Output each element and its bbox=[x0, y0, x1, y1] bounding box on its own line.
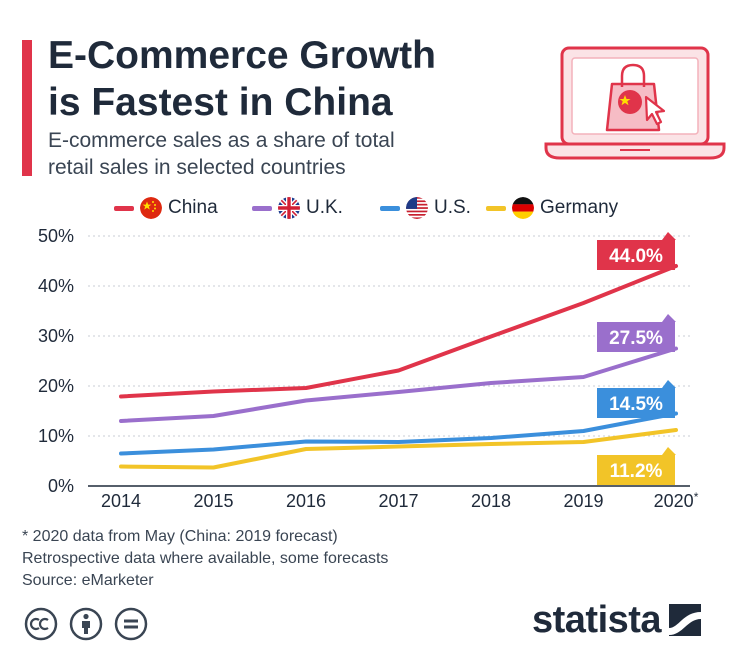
legend-item-uk: U.K. bbox=[252, 193, 343, 223]
laptop-shopping-bag-china-icon bbox=[544, 46, 726, 160]
license-icons bbox=[24, 607, 148, 641]
footnote-2: Retrospective data where available, some… bbox=[22, 550, 389, 567]
brand: statista bbox=[532, 598, 702, 642]
subtitle-line-2: retail sales in selected countries bbox=[48, 156, 346, 179]
title-line-1: E-Commerce Growth bbox=[48, 34, 436, 77]
legend-item-us: U.S. bbox=[380, 193, 471, 223]
end-label-uk: 27.5% bbox=[609, 328, 663, 349]
cc-icon bbox=[24, 607, 58, 641]
legend-swatch-uk bbox=[252, 205, 272, 211]
no-derivatives-icon bbox=[114, 607, 148, 641]
x-tick-label: 2014 bbox=[101, 491, 141, 511]
footnotes: * 2020 data from May (China: 2019 foreca… bbox=[22, 526, 388, 592]
end-label-box-uk bbox=[597, 314, 676, 352]
chart-subtitle: E-commerce sales as a share of total ret… bbox=[48, 127, 508, 181]
series-line-us bbox=[119, 411, 678, 456]
end-label-us: 14.5% bbox=[609, 394, 663, 415]
end-label-china: 44.0% bbox=[609, 246, 663, 267]
germany-flag-icon bbox=[512, 197, 534, 219]
legend-swatch-us bbox=[380, 205, 400, 211]
source-note: Source: eMarketer bbox=[22, 572, 154, 589]
y-tick-label: 40% bbox=[38, 276, 74, 296]
legend-swatch-china bbox=[114, 205, 134, 211]
chart-legend: China U.K. bbox=[114, 193, 674, 223]
series-line-uk bbox=[119, 346, 678, 423]
series-line-china bbox=[119, 264, 678, 399]
title-accent-bar bbox=[22, 40, 32, 176]
legend-label-china: China bbox=[168, 197, 218, 218]
y-tick-label: 0% bbox=[48, 476, 74, 496]
footnote-1: * 2020 data from May (China: 2019 foreca… bbox=[22, 528, 338, 545]
legend-label-uk: U.K. bbox=[306, 197, 343, 218]
legend-item-china: China bbox=[114, 193, 218, 223]
x-tick-label: 2019 bbox=[563, 491, 603, 511]
x-tick-label: 2017 bbox=[378, 491, 418, 511]
legend-label-us: U.S. bbox=[434, 197, 471, 218]
y-tick-label: 10% bbox=[38, 426, 74, 446]
china-flag-icon bbox=[140, 197, 162, 219]
x-tick-label: 2018 bbox=[471, 491, 511, 511]
y-tick-label: 30% bbox=[38, 326, 74, 346]
series-line-germany bbox=[119, 428, 678, 470]
chart-title: E-Commerce Growth is Fastest in China bbox=[48, 32, 528, 126]
x-tick-label: 2016 bbox=[286, 491, 326, 511]
line-chart: 0% 10% 20% 30% 40% 50% 2014 2015 2016 2017 2018 201… bbox=[38, 226, 699, 511]
attribution-icon bbox=[69, 607, 103, 641]
uk-flag-icon bbox=[278, 197, 300, 219]
end-label-box-germany bbox=[597, 447, 676, 485]
brand-name: statista bbox=[532, 598, 662, 641]
y-tick-label: 20% bbox=[38, 376, 74, 396]
end-label-box-china bbox=[597, 232, 676, 270]
title-line-2: is Fastest in China bbox=[48, 81, 393, 124]
legend-item-germany: Germany bbox=[486, 193, 618, 223]
end-label-box-us bbox=[597, 380, 676, 418]
end-label-germany: 11.2% bbox=[610, 461, 663, 482]
legend-label-germany: Germany bbox=[540, 197, 619, 218]
legend-swatch-germany bbox=[486, 205, 506, 211]
subtitle-line-1: E-commerce sales as a share of total bbox=[48, 129, 395, 152]
y-tick-label: 50% bbox=[38, 226, 74, 246]
statista-logo-icon bbox=[669, 604, 702, 636]
x-tick-label: 2020* bbox=[654, 490, 699, 511]
us-flag-icon bbox=[406, 197, 428, 219]
x-tick-label: 2015 bbox=[193, 491, 233, 511]
